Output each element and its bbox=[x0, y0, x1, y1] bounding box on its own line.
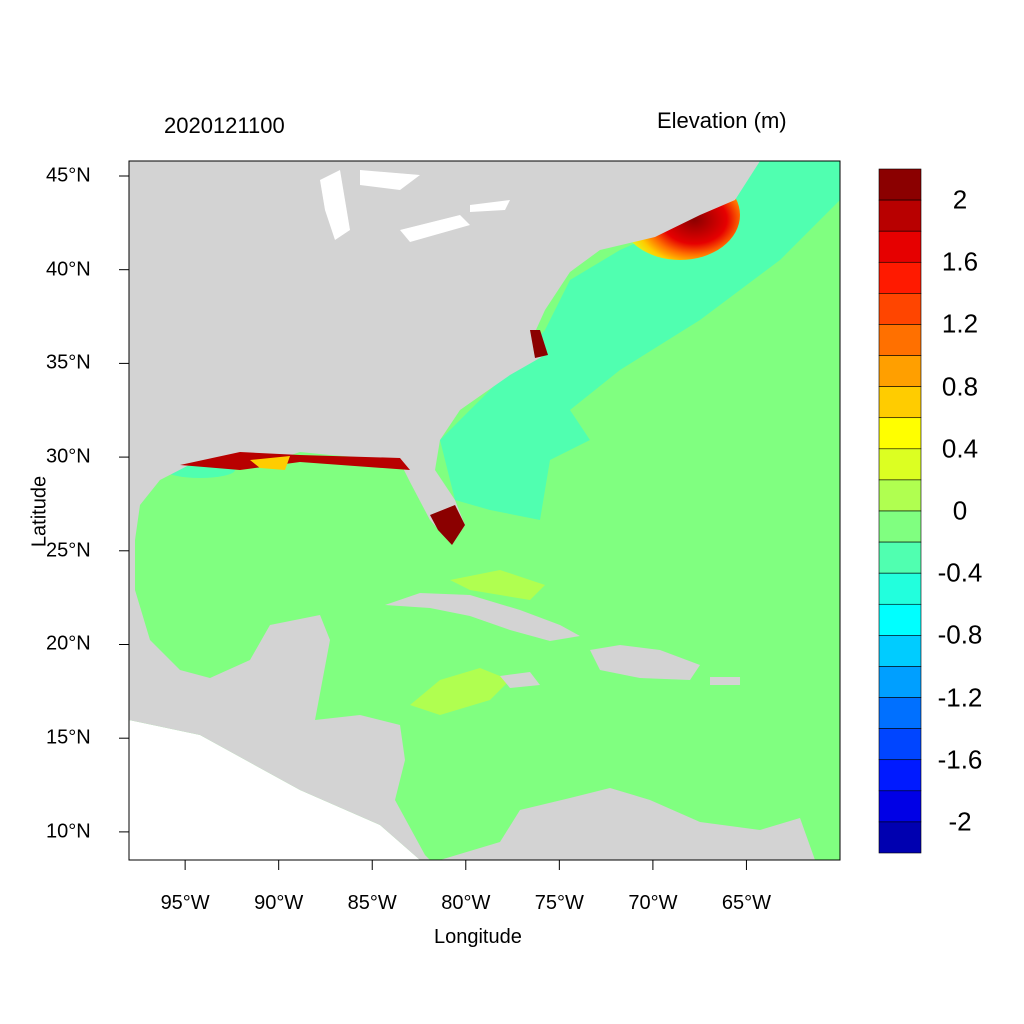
colorbar-bin bbox=[878, 479, 922, 512]
colorbar-label: 1.2 bbox=[941, 308, 979, 339]
colorbar-label: 1.6 bbox=[941, 246, 979, 277]
great-lakes bbox=[320, 170, 510, 242]
axis-ticks bbox=[119, 175, 747, 870]
colorbar-label: -0.4 bbox=[937, 557, 983, 588]
colorbar-label: -0.8 bbox=[937, 619, 983, 650]
colorbar-label: 0.4 bbox=[941, 433, 979, 464]
colorbar-bin bbox=[878, 759, 922, 792]
colorbar-bin bbox=[878, 603, 922, 636]
variable-title: Elevation (m) bbox=[657, 108, 787, 133]
x-tick-label: 65°W bbox=[721, 892, 771, 914]
x-tick-label: 80°W bbox=[441, 892, 491, 914]
x-tick-label: 85°W bbox=[347, 892, 397, 914]
puerto-rico bbox=[710, 677, 740, 685]
south-america-land bbox=[440, 788, 815, 860]
y-tick-label: 10°N bbox=[46, 820, 91, 843]
colorbar-bin bbox=[878, 417, 922, 450]
hispaniola bbox=[590, 645, 700, 680]
colorbar-bin bbox=[878, 293, 922, 325]
colorbar-bin bbox=[878, 728, 922, 761]
y-tick-label: 45°N bbox=[46, 164, 91, 187]
colorbar-label: 0.8 bbox=[941, 371, 979, 402]
florida-surge bbox=[430, 505, 465, 545]
colorbar bbox=[878, 168, 922, 854]
date-title: 2020121100 bbox=[164, 113, 285, 138]
colorbar-bin bbox=[878, 821, 922, 854]
colorbar-bin bbox=[878, 324, 922, 356]
gulf-coast-surge bbox=[180, 452, 410, 470]
colorbar-bin bbox=[878, 541, 922, 574]
x-tick-label: 95°W bbox=[160, 892, 210, 914]
pacific-nodata bbox=[129, 720, 420, 860]
x-tick-label: 75°W bbox=[534, 892, 584, 914]
colorbar-label: 2 bbox=[952, 184, 968, 215]
colorbar-bin bbox=[878, 635, 922, 667]
y-tick-label: 20°N bbox=[46, 632, 91, 655]
colorbar-bin bbox=[878, 510, 922, 543]
colorbar-bin bbox=[878, 790, 922, 823]
colorbar-bin bbox=[878, 697, 922, 729]
y-tick-label: 35°N bbox=[46, 351, 91, 374]
colorbar-bin bbox=[878, 666, 922, 698]
plot-frame bbox=[128, 160, 841, 861]
x-axis-label: Longitude bbox=[434, 926, 522, 948]
x-tick-label: 70°W bbox=[628, 892, 678, 914]
colorbar-label: -1.6 bbox=[937, 744, 983, 775]
bahamas-positive-anomaly bbox=[450, 570, 545, 600]
colorbar-bin bbox=[878, 386, 922, 419]
colorbar-bin bbox=[878, 448, 922, 481]
atlantic-negative-anomaly bbox=[440, 161, 840, 520]
colorbar-bin bbox=[878, 168, 922, 201]
caribbean-positive-anomaly bbox=[410, 668, 510, 715]
colorbar-bin bbox=[878, 572, 922, 605]
louisiana-anomaly bbox=[250, 456, 290, 470]
colorbar-label: -1.2 bbox=[937, 682, 983, 713]
cuba bbox=[385, 593, 580, 641]
y-tick-label: 15°N bbox=[46, 726, 91, 749]
y-tick-label: 25°N bbox=[46, 539, 91, 562]
colorbar-bin bbox=[878, 230, 922, 263]
colorbar-label: 0 bbox=[952, 495, 968, 526]
x-tick-label: 90°W bbox=[254, 892, 304, 914]
colorbar-bin bbox=[878, 355, 922, 387]
y-tick-label: 40°N bbox=[46, 258, 91, 281]
colorbar-bin bbox=[878, 261, 922, 294]
y-tick-label: 30°N bbox=[46, 445, 91, 468]
colorbar-label: -2 bbox=[948, 806, 972, 837]
colorbar-bin bbox=[878, 199, 922, 232]
chesapeake-surge bbox=[530, 330, 548, 358]
jamaica bbox=[500, 672, 540, 688]
